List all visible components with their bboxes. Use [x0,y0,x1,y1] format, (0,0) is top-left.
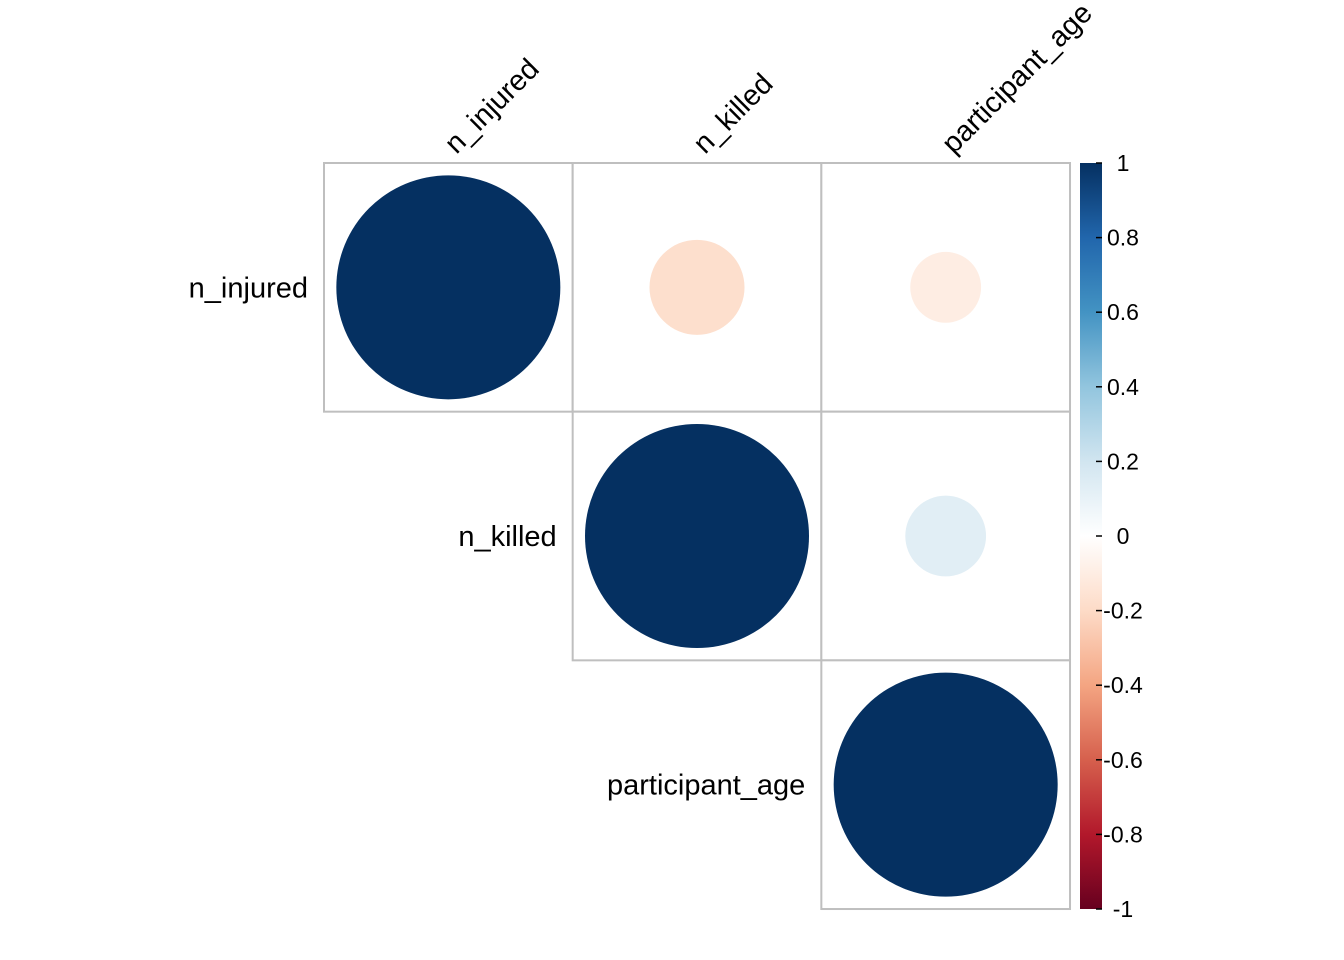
colorbar-gradient [1080,163,1102,909]
column-label-n_killed: n_killed [687,68,779,160]
colorbar-tick-label: -0.6 [1103,747,1143,773]
colorbar-tick-label: 1 [1117,150,1130,176]
colorbar-tick-label: -1 [1113,896,1133,922]
correlation-circle-n_injured-participant_age [910,251,982,323]
colorbar-tick-label: 0.8 [1107,225,1139,251]
colorbar-tick-label: -0.4 [1103,672,1143,698]
correlation-circle-n_killed-participant_age [905,495,987,577]
colorbar-tick-label: 0.2 [1107,448,1139,474]
column-labels: n_injured n_killed participant_age [439,0,1099,160]
correlation-circle-participant_age-participant_age [833,672,1058,897]
colorbar: 1 0.8 0.6 0.4 0.2 0 -0.2 -0.4 -0.6 -0.8 -1 [1080,150,1143,922]
correlation-grid [323,162,1072,911]
row-label-n_injured: n_injured [189,272,308,304]
correlation-circle-n_injured-n_killed [649,239,745,335]
colorbar-tick-label: 0.6 [1107,299,1139,325]
correlation-circle-n_injured-n_injured [336,175,561,400]
row-label-participant_age: participant_age [607,770,805,802]
colorbar-tick-label: -0.2 [1103,598,1143,624]
row-label-n_killed: n_killed [458,521,556,553]
column-label-n_injured: n_injured [439,53,546,160]
correlation-circle-n_killed-n_killed [585,424,810,649]
colorbar-tick-label: -0.8 [1103,821,1143,847]
column-label-participant_age: participant_age [936,0,1099,160]
colorbar-tick-label: 0.4 [1107,374,1139,400]
row-labels: n_injured n_killed participant_age [189,272,806,801]
colorbar-tick-label: 0 [1117,523,1130,549]
